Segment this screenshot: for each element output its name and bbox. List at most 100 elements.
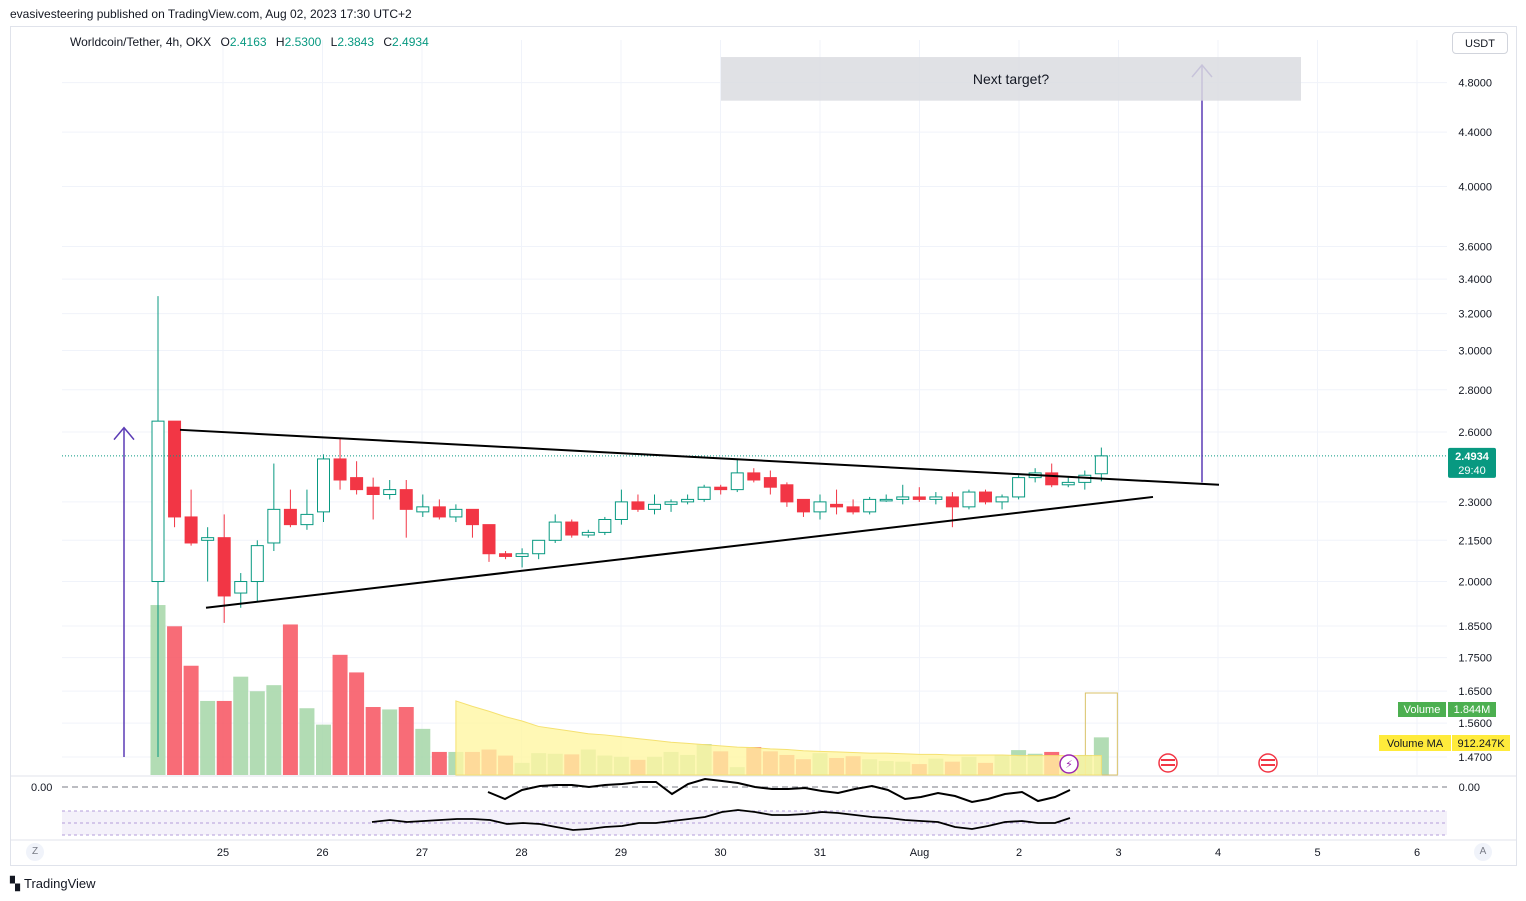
candle-body [465, 508, 479, 526]
candle-body [581, 531, 595, 536]
volume-ma-tag-value: 912.247K [1457, 738, 1505, 750]
high-value: 2.5300 [284, 35, 322, 49]
candle-body [962, 491, 976, 508]
candle-body [201, 537, 215, 541]
candle-body [664, 501, 678, 505]
price-tick-label: 3.0000 [1458, 345, 1492, 357]
candle-body [482, 524, 496, 555]
price-tick-label: 2.0000 [1458, 577, 1492, 589]
candle-body [681, 498, 695, 503]
candle-body [515, 553, 529, 557]
chart-frame [10, 26, 1517, 866]
volume-bar [365, 707, 381, 775]
indicator-panes: 0.00 0.00 [10, 775, 1517, 841]
time-axis: 25 26 27 28 29 30 31 Aug 2 3 4 5 6 [217, 847, 1420, 859]
time-tick-label: 2 [1016, 847, 1022, 859]
auto-scale-button[interactable]: A [1474, 843, 1492, 861]
candle-body [333, 458, 347, 481]
volume-bar [349, 672, 365, 775]
candle-body [614, 501, 628, 520]
price-tick-label: 2.1500 [1458, 535, 1492, 547]
time-tick-label: 6 [1414, 847, 1420, 859]
low-key: L [330, 35, 338, 49]
publisher-line: evasivesteering published on TradingView… [10, 7, 412, 21]
volume-bar [431, 751, 447, 775]
candle-body [945, 496, 959, 508]
volume-bar [398, 707, 414, 775]
oscillator-line-2 [371, 809, 1071, 831]
candle-body [267, 508, 281, 544]
close-key: C [383, 35, 393, 49]
candle-body [234, 581, 248, 594]
candle-body [1094, 455, 1108, 475]
price-tick-label: 2.3000 [1458, 497, 1492, 509]
price-tick-label: 1.6500 [1458, 686, 1492, 698]
high-key: H [275, 35, 285, 49]
candle-body [184, 516, 198, 544]
volume-bar [299, 708, 315, 775]
volume-bar [200, 700, 216, 775]
candle-body [813, 501, 827, 513]
price-tick-label: 4.4000 [1458, 127, 1492, 139]
volume-ma-tag-label: Volume MA [1387, 738, 1444, 750]
price-tick-label: 1.7500 [1458, 653, 1492, 665]
price-tick-label: 3.2000 [1458, 309, 1492, 321]
symbol-name[interactable]: Worldcoin/Tether, 4h, OKX [70, 35, 212, 49]
auto-zoom-button[interactable]: Z [26, 843, 44, 861]
candle-body [532, 539, 546, 555]
price-tick-label: 3.4000 [1458, 274, 1492, 286]
flag-stripe [1161, 764, 1175, 766]
volume-bar [183, 665, 199, 775]
candle-body [399, 489, 413, 510]
candle-body [432, 506, 446, 518]
candle-body [548, 521, 562, 541]
candle-body [383, 489, 397, 495]
candle-body [796, 498, 810, 513]
candle-body [283, 508, 297, 526]
time-tick-label: Aug [910, 847, 930, 859]
time-tick-label: 25 [217, 847, 229, 859]
target-box [721, 57, 1301, 101]
price-tick-label: 2.8000 [1458, 385, 1492, 397]
volume-ma-area [455, 700, 1102, 776]
time-tick-label: 28 [515, 847, 527, 859]
price-grid [62, 40, 1447, 775]
tradingview-logo-icon: ▚ [10, 876, 20, 891]
support-trendline [205, 495, 1154, 609]
flag-stripe [1161, 759, 1175, 761]
candle-body [217, 537, 231, 597]
candle-body [565, 521, 579, 536]
footer-brand-text: TradingView [24, 876, 96, 891]
candle-body [499, 553, 513, 557]
currency-button[interactable]: USDT [1452, 32, 1508, 54]
price-tick-label: 1.8500 [1458, 621, 1492, 633]
candle-body [598, 518, 612, 533]
flag-stripe [1261, 759, 1275, 761]
candle-body [416, 506, 430, 513]
time-tick-label: 3 [1115, 847, 1121, 859]
time-tick-label: 27 [416, 847, 428, 859]
price-tick-label: 4.8000 [1458, 78, 1492, 90]
candle-body [896, 496, 910, 500]
open-key: O [220, 35, 230, 49]
candle-body [846, 506, 860, 513]
candle-body [168, 420, 182, 518]
candle-body [317, 458, 330, 513]
candles [62, 296, 1447, 757]
price-tick-label: 4.0000 [1458, 181, 1492, 193]
candle-body [1012, 477, 1026, 498]
volume-bar [415, 728, 431, 775]
price-tick-label: 2.6000 [1458, 427, 1492, 439]
candle-body [714, 486, 728, 491]
volume-bar [282, 624, 298, 775]
footer-brand[interactable]: ▚ TradingView [10, 876, 96, 892]
volume-bar [266, 685, 282, 775]
oscillator-line [487, 777, 1071, 804]
candle-body [250, 545, 264, 583]
volume-bar [316, 724, 331, 775]
price-tick-label: 3.6000 [1458, 242, 1492, 254]
time-tick-label: 5 [1314, 847, 1320, 859]
target-box-label: Next target? [973, 71, 1049, 87]
price-tick-label: 1.5600 [1458, 718, 1492, 730]
